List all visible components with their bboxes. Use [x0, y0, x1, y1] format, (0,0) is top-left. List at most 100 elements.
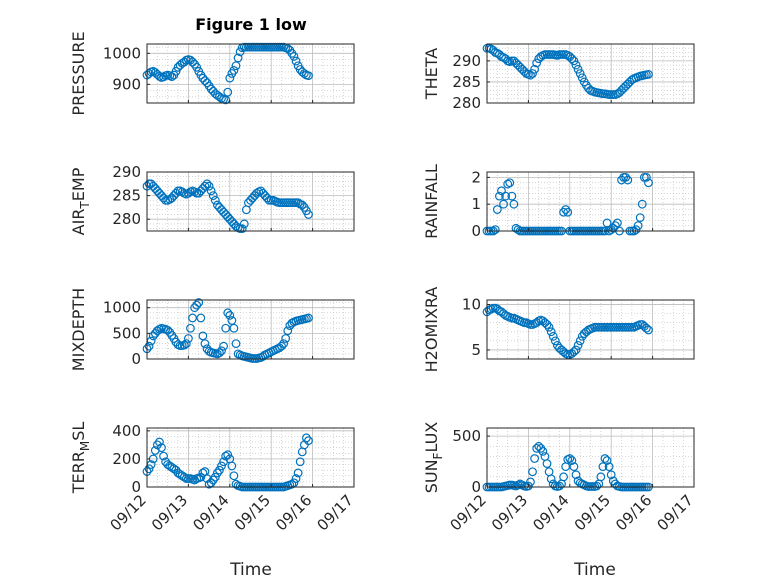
data-point [542, 320, 552, 329]
data-point [281, 334, 291, 343]
data-point [604, 462, 614, 472]
data-point [542, 459, 552, 469]
data-point [544, 322, 554, 332]
data-point [223, 308, 233, 318]
data-point [565, 454, 575, 463]
y-tick-label: 290 [452, 52, 481, 70]
data-point [571, 470, 581, 480]
data-point [190, 187, 200, 197]
data-point [499, 199, 508, 209]
data-point [283, 326, 293, 336]
data-point [204, 181, 214, 191]
data-point [575, 336, 585, 346]
data-point [635, 213, 645, 222]
data-point [155, 71, 164, 81]
data-point [217, 346, 226, 356]
data-point [277, 341, 286, 351]
data-point [155, 437, 164, 447]
data-point [497, 186, 506, 196]
data-point [600, 454, 610, 463]
data-point [567, 54, 577, 64]
plot-area [147, 44, 354, 103]
data-point [528, 467, 537, 477]
data-point [555, 481, 564, 491]
data-point [495, 191, 504, 201]
data-point [239, 219, 249, 229]
data-point [179, 340, 189, 350]
data-point [223, 450, 233, 460]
data-point [229, 323, 239, 333]
data-point [231, 61, 241, 71]
data-point [644, 69, 653, 79]
data-point [188, 313, 197, 323]
data-point [233, 53, 243, 63]
axes-frame [146, 43, 355, 104]
data-point [598, 462, 608, 472]
data-point [293, 468, 303, 478]
data-point [567, 456, 577, 465]
data-point [641, 172, 651, 182]
data-point [200, 339, 210, 349]
data-point [221, 323, 231, 333]
data-point [606, 470, 616, 480]
axes-frame [486, 43, 695, 104]
y-axis-label-h2omixra: H2OMIXRA [422, 287, 441, 373]
data-point [144, 464, 154, 474]
data-point [194, 298, 204, 307]
data-point [571, 345, 581, 355]
data-point [301, 433, 311, 443]
plot-area [147, 300, 354, 359]
y-tick-label: 0 [131, 350, 141, 368]
data-point [227, 461, 237, 471]
data-point [183, 334, 193, 343]
data-point [297, 200, 307, 210]
data-point [227, 316, 237, 325]
data-point [212, 468, 222, 478]
data-point [196, 313, 206, 323]
data-point [221, 95, 231, 105]
data-point [509, 199, 519, 209]
data-point [569, 462, 579, 472]
y-tick-label: 285 [112, 187, 141, 205]
subplot-h2omixra: 5 10 H2OMIXRA [422, 287, 695, 373]
data-point [287, 479, 297, 489]
y-tick-label: 1 [471, 195, 481, 213]
data-point [223, 87, 233, 97]
data-point [144, 341, 154, 351]
subplot-air_temp: 280 285 290 AIRTEMP [69, 163, 355, 235]
data-point [550, 336, 560, 346]
data-point [532, 58, 542, 68]
data-point [229, 65, 239, 75]
data-point [536, 52, 546, 62]
y-tick-label: 900 [112, 75, 141, 93]
plot-area [487, 172, 694, 231]
data-point [215, 348, 224, 358]
data-point [548, 331, 558, 341]
data-point [181, 339, 191, 349]
data-point [217, 461, 226, 471]
data-point [530, 64, 540, 74]
data-point [144, 69, 154, 78]
data-point [492, 205, 502, 214]
data-point [592, 481, 602, 491]
data-point [644, 178, 653, 188]
data-point [279, 339, 289, 349]
data-point [644, 325, 653, 335]
y-tick-label: 1000 [103, 299, 141, 317]
data-point [237, 224, 247, 234]
data-point [575, 69, 585, 78]
data-point [304, 313, 313, 323]
data-point [200, 181, 210, 191]
y-axis-label-mixdepth: MIXDEPTH [69, 288, 88, 371]
axes-frame [486, 299, 695, 360]
data-point [202, 179, 212, 189]
y-tick-label: 2 [471, 168, 481, 186]
data-point [571, 60, 581, 70]
data-point [559, 207, 568, 217]
axes-frame [486, 171, 695, 232]
data-point [295, 457, 305, 467]
data-point [198, 468, 208, 478]
data-point [231, 339, 241, 349]
data-point [613, 218, 622, 228]
y-tick-label: 500 [452, 427, 481, 445]
